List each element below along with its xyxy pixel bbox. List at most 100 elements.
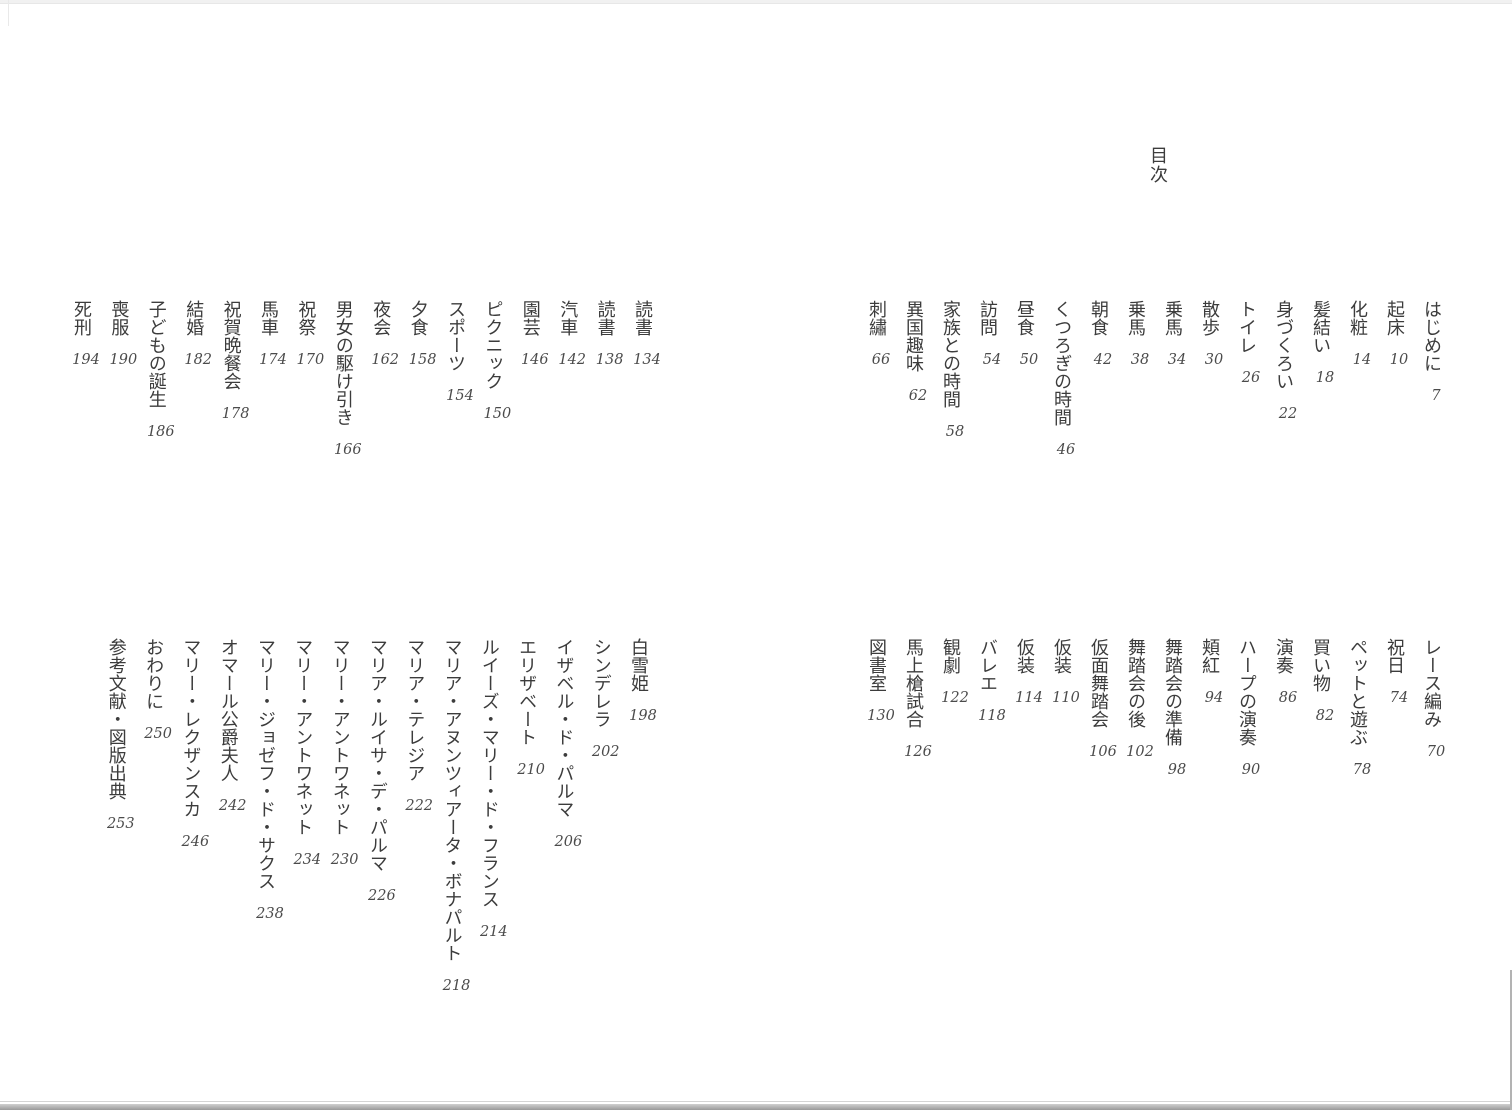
toc-entry: トイレ 26	[1236, 300, 1260, 386]
toc-entry: マリー・ジョゼフ・ド・サクス 238	[255, 638, 284, 922]
toc-entry: 白雪姫 198	[628, 638, 657, 724]
toc-entry-page-number: 46	[1056, 442, 1076, 458]
toc-entry: 祝祭 170	[295, 300, 325, 368]
toc-entry: 仮装 114	[1014, 638, 1043, 706]
toc-entry-label: 身づくろい	[1273, 300, 1294, 390]
toc-entry-label: 祝祭	[295, 300, 317, 336]
toc-entry-page-number: 42	[1093, 352, 1113, 368]
toc-entry: シンデレラ 202	[590, 638, 620, 760]
toc-entry: はじめに 7	[1421, 300, 1442, 404]
toc-entry: 祝賀晩餐会 178	[221, 300, 250, 422]
toc-entry: 馬上槍試合 126	[903, 638, 932, 760]
toc-entry-page-number: 146	[520, 352, 549, 368]
toc-entry: オマール公爵夫人 242	[218, 638, 247, 814]
toc-entry: 祝日 74	[1384, 638, 1408, 706]
page-edge-bottom-line	[0, 1101, 1512, 1102]
toc-entry: 結婚 182	[183, 300, 212, 368]
toc-entry-label: シンデレラ	[590, 638, 612, 728]
toc-entry-label: 乗馬	[1162, 300, 1183, 336]
toc-entry-label: 馬車	[258, 300, 279, 336]
toc-entry: 化粧 14	[1347, 300, 1372, 368]
toc-entry-page-number: 234	[293, 852, 322, 868]
toc-entry-label: 喪服	[108, 300, 130, 336]
toc-entry-page-number: 62	[908, 388, 928, 404]
toc-entry-label: 夜会	[370, 300, 392, 336]
toc-entry-page-number: 238	[256, 906, 284, 922]
toc-entry: ペットと遊ぶ 78	[1347, 638, 1372, 778]
toc-entry-label: 結婚	[183, 300, 205, 336]
toc-entry-page-number: 34	[1167, 352, 1187, 368]
toc-entry: 演奏 86	[1273, 638, 1298, 706]
toc-entry-page-number: 94	[1204, 690, 1224, 706]
toc-entry-page-number: 38	[1130, 352, 1150, 368]
toc-entry-label: 化粧	[1347, 300, 1368, 336]
toc-entry-label: マリア・アヌンツィアータ・ボナパルト	[441, 638, 463, 962]
toc-entry-label: 読書	[594, 300, 616, 336]
toc-entry: 読書 134	[632, 300, 661, 368]
toc-entry-label: 朝食	[1088, 300, 1109, 336]
page-edge-top	[0, 0, 1512, 4]
toc-entry-page-number: 174	[259, 352, 287, 368]
toc-entry-label: 男女の駆け引き	[332, 300, 354, 426]
toc-entry: 朝食 42	[1088, 300, 1113, 368]
toc-entry: 乗馬 34	[1162, 300, 1187, 368]
toc-entry: 異国趣味 62	[903, 300, 928, 404]
toc-entry: マリア・ルイサ・デ・パルマ 226	[367, 638, 396, 904]
toc-entry-label: バレエ	[977, 638, 998, 692]
toc-entry-page-number: 170	[296, 352, 325, 368]
toc-entry-label: 演奏	[1273, 638, 1294, 674]
toc-entry: 刺繡 66	[866, 300, 890, 368]
page-edge-left	[8, 0, 9, 26]
toc-entry: 舞踏会の準備 98	[1162, 638, 1187, 778]
toc-entry-page-number: 126	[904, 744, 932, 760]
toc-entry-label: 白雪姫	[628, 638, 649, 692]
toc-entry-page-number: 190	[109, 352, 138, 368]
toc-entry-label: 舞踏会の準備	[1162, 638, 1183, 746]
toc-entry-label: 異国趣味	[903, 300, 924, 372]
toc-entry-page-number: 98	[1167, 762, 1187, 778]
toc-entry-label: 子どもの誕生	[145, 300, 167, 408]
toc-entry: くつろぎの時間 46	[1051, 300, 1076, 458]
toc-entry-page-number: 162	[371, 352, 400, 368]
toc-entry-page-number: 150	[483, 406, 512, 422]
toc-entry-label: 仮装	[1014, 638, 1035, 674]
toc-entry-label: マリー・ジョゼフ・ド・サクス	[255, 638, 276, 890]
toc-entry-label: 刺繡	[866, 300, 887, 336]
toc-entry-page-number: 78	[1352, 762, 1372, 778]
toc-entry-page-number: 142	[558, 352, 587, 368]
toc-entry: 参考文献・図版出典 253	[106, 638, 135, 832]
toc-entry-page-number: 14	[1352, 352, 1372, 368]
toc-entry: 馬車 174	[258, 300, 287, 368]
toc-entry: 仮面舞踏会 106	[1088, 638, 1117, 760]
toc-entry-label: 乗馬	[1125, 300, 1146, 336]
toc-entry: マリー・アントワネット 230	[329, 638, 359, 868]
toc-entry-label: 起床	[1384, 300, 1405, 336]
toc-entry-label: 読書	[632, 300, 653, 336]
toc-entry-page-number: 106	[1089, 744, 1117, 760]
toc-entry-label: くつろぎの時間	[1051, 300, 1072, 426]
toc-entry-label: 祝日	[1384, 638, 1405, 674]
toc-entry-page-number: 54	[982, 352, 1002, 368]
toc-entry-label: マリー・アントワネット	[292, 638, 314, 836]
toc-entry-page-number: 230	[330, 852, 359, 868]
toc-entry-label: 買い物	[1310, 638, 1331, 692]
toc-entry-page-number: 166	[333, 442, 362, 458]
toc-entry-page-number: 58	[945, 424, 965, 440]
toc-entry-label: 馬上槍試合	[903, 638, 924, 728]
toc-entry-label: 死刑	[71, 300, 92, 336]
toc-entry-label: ルイーズ・マリー・ド・フランス	[478, 638, 500, 908]
toc-entry: マリア・テレジア 222	[404, 638, 433, 814]
toc-entry: 夜会 162	[370, 300, 400, 368]
toc-entry-page-number: 86	[1278, 690, 1298, 706]
toc-entry-page-number: 194	[72, 352, 100, 368]
toc-entry-label: ピクニック	[482, 300, 504, 390]
toc-entry: バレエ 118	[977, 638, 1006, 724]
toc-entry: 昼食 50	[1014, 300, 1038, 368]
toc-entry-page-number: 246	[181, 834, 210, 850]
toc-entry-page-number: 158	[408, 352, 437, 368]
toc-entry-label: マリー・アントワネット	[329, 638, 351, 836]
toc-entry-label: おわりに	[143, 638, 165, 710]
toc-entry-label: レース編み	[1421, 638, 1442, 728]
toc-entry-page-number: 130	[867, 708, 895, 724]
toc-entry-page-number: 134	[633, 352, 661, 368]
